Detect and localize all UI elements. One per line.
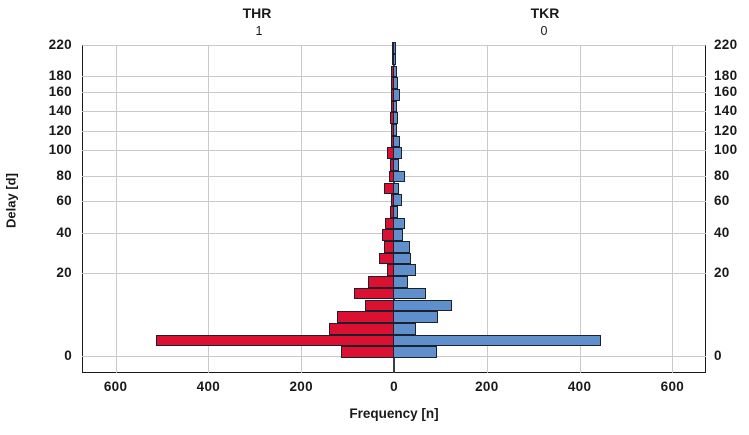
bar-tkr-row-14	[392, 194, 402, 206]
left-group-code: 1	[255, 24, 263, 38]
y-tick-label-left: 180	[48, 68, 72, 83]
y-tick-label-right: 60	[714, 193, 730, 208]
y-tick-label-right: 140	[714, 103, 738, 118]
bar-tkr-row-11	[392, 229, 404, 241]
x-gridline	[579, 45, 581, 373]
bar-tkr-row-27	[392, 42, 397, 54]
x-gridline	[672, 45, 674, 373]
y-tick-label-right: 20	[714, 264, 730, 280]
bar-tkr-row-4	[392, 311, 439, 323]
bar-thr-row-5	[365, 299, 396, 312]
y-tick-label-left: 40	[56, 225, 72, 240]
y-tick-label-right: 0	[714, 348, 722, 363]
bar-tkr-row-16	[392, 170, 406, 183]
bar-tkr-row-17	[392, 159, 399, 171]
x-tick-label: 600	[660, 379, 685, 394]
bar-thr-row-3	[329, 322, 396, 335]
bar-tkr-row-3	[392, 322, 416, 335]
bar-tkr-row-21	[392, 112, 398, 124]
left-group-title: THR	[242, 5, 272, 21]
bar-tkr-row-1	[392, 346, 438, 358]
bar-tkr-row-20	[392, 124, 397, 136]
right-group-code: 0	[540, 24, 548, 38]
bar-thr-row-2	[155, 334, 396, 347]
bar-tkr-row-19	[392, 135, 400, 148]
bar-tkr-row-7	[392, 276, 409, 288]
bar-tkr-row-25	[392, 65, 397, 78]
bar-tkr-row-9	[392, 252, 411, 265]
x-tick-label: 0	[390, 379, 398, 394]
y-tick-label-right: 180	[714, 68, 738, 83]
bar-tkr-row-23	[392, 88, 400, 101]
y-tick-label-left: 100	[48, 142, 72, 157]
x-tick-label: 200	[475, 379, 499, 394]
bar-tkr-row-18	[392, 147, 403, 160]
bar-thr-row-4	[336, 311, 396, 323]
bar-tkr-row-13	[392, 205, 398, 218]
y-tick-label-left: 80	[56, 167, 72, 183]
bar-tkr-row-12	[392, 217, 405, 230]
bar-tkr-row-5	[392, 299, 453, 312]
x-gridline	[208, 45, 210, 373]
bar-tkr-row-10	[392, 241, 410, 253]
x-tick-label: 200	[289, 379, 313, 394]
x-gridline	[115, 45, 117, 373]
y-tick-label-right: 40	[714, 225, 730, 240]
bar-thr-row-1	[341, 346, 396, 358]
x-gridline	[301, 45, 303, 373]
y-tick-label-right: 220	[714, 37, 738, 52]
y-tick-label-left: 120	[48, 122, 72, 138]
bar-tkr-row-22	[392, 100, 398, 113]
bar-tkr-row-24	[392, 77, 398, 89]
y-tick-label-left: 160	[48, 84, 72, 99]
y-tick-label-right: 80	[714, 167, 730, 183]
bar-tkr-row-2	[392, 334, 601, 347]
bar-thr-row-7	[368, 276, 396, 288]
x-tick-label: 400	[196, 379, 221, 394]
y-tick-label-right: 100	[714, 142, 738, 157]
bar-tkr-row-8	[392, 264, 417, 277]
bar-thr-row-6	[353, 287, 396, 300]
y-tick-label-left: 60	[56, 193, 72, 208]
bar-tkr-row-6	[392, 287, 426, 300]
y-tick-label-left: 220	[48, 37, 72, 52]
y-tick-label-right: 160	[714, 84, 738, 99]
bar-tkr-row-15	[392, 182, 399, 195]
x-gridline	[486, 45, 488, 373]
y-tick-label-right: 120	[714, 122, 738, 138]
right-group-title: TKR	[530, 5, 560, 21]
x-tick-label: 600	[103, 379, 128, 394]
y-tick-label-left: 140	[48, 103, 72, 118]
y-tick-label-left: 20	[56, 264, 72, 280]
y-tick-label-left: 0	[64, 348, 72, 363]
bar-tkr-row-26	[392, 53, 397, 66]
x-axis-title: Frequency [n]	[349, 406, 439, 421]
x-tick-label: 400	[567, 379, 592, 394]
